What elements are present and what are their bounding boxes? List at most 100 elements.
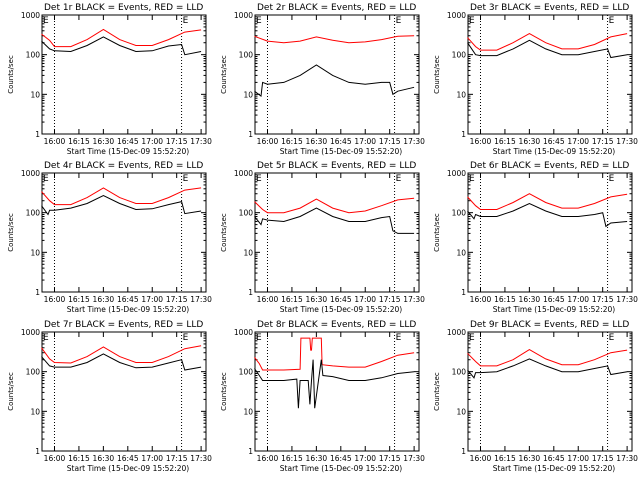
det2-xtick-label: 17:30: [403, 137, 425, 146]
det1-xtick-label: 17:30: [190, 137, 212, 146]
det5-title: Det 5r BLACK = Events, RED = LLD: [257, 161, 416, 171]
det6-lld-series-line: [467, 193, 628, 210]
det5-flag-end: E: [396, 174, 402, 184]
det7-ytick-label: 1: [35, 447, 40, 456]
det5-flag-start: E: [256, 174, 262, 184]
det4-ytick-label: 100: [26, 209, 41, 218]
det7-flag-start: E: [43, 333, 49, 343]
det5-xtick-label: 17:30: [403, 295, 425, 304]
det9-events-series-line: [467, 358, 628, 379]
det7-xtick-label: 16:00: [44, 454, 66, 463]
det7-events-series-line: [41, 353, 202, 371]
panel-det-2: Det 2r BLACK = Events, RED = LLD 1 10 100 10…: [220, 3, 425, 156]
det3-xtick-label: 17:00: [567, 137, 589, 146]
det3-ytick-label: 1: [461, 130, 466, 139]
det1-xtick-label: 16:30: [93, 137, 115, 146]
det5-lld-series-line: [254, 197, 415, 214]
det1-xtick-label: 17:15: [166, 137, 188, 146]
det2-ytick-label: 100: [239, 51, 254, 60]
det9-ytick-label: 100: [452, 368, 467, 377]
det9-ytick-label: 1: [461, 447, 466, 456]
det6-ytick-label: 10: [456, 248, 466, 257]
det6-ytick-label: 1000: [447, 169, 466, 178]
det8-x-axis-label: Start Time (15-Dec-09 15:52:20): [280, 464, 402, 473]
det8-plot-frame: [254, 331, 420, 452]
det9-xtick-label: 17:15: [592, 454, 614, 463]
det4-xtick-label: 16:15: [68, 295, 90, 304]
det9-xtick-label: 16:45: [543, 454, 565, 463]
det9-xtick-label: 17:00: [567, 454, 589, 463]
det9-flag-start: E: [469, 333, 475, 343]
det2-plot-frame: [254, 14, 420, 135]
det7-xtick-label: 17:15: [166, 454, 188, 463]
det6-xtick-label: 16:30: [519, 295, 541, 304]
det4-events-series-line: [41, 195, 202, 216]
det6-title: Det 6r BLACK = Events, RED = LLD: [470, 161, 629, 171]
det8-ytick-label: 1000: [234, 328, 253, 337]
det8-flag-start: E: [256, 333, 262, 343]
det5-xtick-label: 16:00: [257, 295, 279, 304]
det4-flag-start: E: [43, 174, 49, 184]
det7-xtick-label: 17:00: [141, 454, 163, 463]
det6-xtick-label: 16:15: [494, 295, 516, 304]
det1-x-axis-label: Start Time (15-Dec-09 15:52:20): [67, 147, 189, 156]
det6-flag-start: E: [469, 174, 475, 184]
det5-ytick-label: 1: [248, 288, 253, 297]
det1-title: Det 1r BLACK = Events, RED = LLD: [44, 3, 203, 13]
det4-xtick-label: 16:30: [93, 295, 115, 304]
det3-events-series-line: [467, 39, 628, 59]
det8-events-series-line: [254, 359, 415, 409]
det6-plot-frame: [467, 172, 633, 293]
panel-det-1: Det 1r BLACK = Events, RED = LLD 1 10 100 10…: [7, 3, 212, 156]
det7-flag-end: E: [183, 333, 189, 343]
det3-ytick-label: 100: [452, 51, 467, 60]
det8-flag-end: E: [396, 333, 402, 343]
det3-xtick-label: 17:15: [592, 137, 614, 146]
det2-xtick-label: 16:45: [330, 137, 352, 146]
det8-xtick-label: 16:15: [281, 454, 303, 463]
panel-det-4: Det 4r BLACK = Events, RED = LLD 1 10 100 10…: [7, 161, 212, 314]
det7-xtick-label: 16:30: [93, 454, 115, 463]
det4-x-axis-label: Start Time (15-Dec-09 15:52:20): [67, 305, 189, 314]
det2-x-axis-label: Start Time (15-Dec-09 15:52:20): [280, 147, 402, 156]
det4-lld-series-line: [41, 187, 202, 206]
det5-ytick-label: 1000: [234, 169, 253, 178]
det3-title: Det 3r BLACK = Events, RED = LLD: [470, 3, 629, 13]
det6-flag-end: E: [609, 174, 615, 184]
det2-flag-end: E: [396, 16, 402, 26]
det3-ytick-label: 1000: [447, 11, 466, 20]
det5-xtick-label: 17:00: [354, 295, 376, 304]
det5-xtick-label: 16:30: [306, 295, 328, 304]
det1-events-series-line: [41, 36, 202, 56]
det1-ytick-label: 1: [35, 130, 40, 139]
det9-ytick-label: 1000: [447, 328, 466, 337]
det4-flag-end: E: [183, 174, 189, 184]
det9-xtick-label: 17:30: [616, 454, 638, 463]
det4-ytick-label: 1000: [21, 169, 40, 178]
det5-events-series-line: [254, 207, 415, 234]
det5-xtick-label: 16:45: [330, 295, 352, 304]
det2-ytick-label: 1000: [234, 11, 253, 20]
det3-xtick-label: 16:15: [494, 137, 516, 146]
det2-title: Det 2r BLACK = Events, RED = LLD: [257, 3, 416, 13]
det5-ytick-label: 10: [243, 248, 253, 257]
det3-xtick-label: 16:45: [543, 137, 565, 146]
det1-flag-end: E: [183, 16, 189, 26]
det1-plot-frame: [41, 14, 207, 135]
det6-ytick-label: 1: [461, 288, 466, 297]
det1-y-axis-label: Counts/sec: [7, 55, 15, 94]
det4-y-axis-label: Counts/sec: [7, 213, 15, 252]
det5-x-axis-label: Start Time (15-Dec-09 15:52:20): [280, 305, 402, 314]
det1-flag-start: E: [43, 16, 49, 26]
det1-xtick-label: 16:45: [117, 137, 139, 146]
det3-ytick-label: 10: [456, 90, 466, 99]
det6-xtick-label: 16:00: [470, 295, 492, 304]
det2-ytick-label: 1: [248, 130, 253, 139]
det9-title: Det 9r BLACK = Events, RED = LLD: [470, 320, 629, 330]
panel-det-3: Det 3r BLACK = Events, RED = LLD 1 10 100 10…: [433, 3, 638, 156]
det3-flag-start: E: [469, 16, 475, 26]
det8-ytick-label: 100: [239, 368, 254, 377]
panel-det-7: Det 7r BLACK = Events, RED = LLD 1 10 100 10…: [7, 320, 212, 473]
det2-lld-series-line: [254, 35, 415, 44]
det8-xtick-label: 16:45: [330, 454, 352, 463]
